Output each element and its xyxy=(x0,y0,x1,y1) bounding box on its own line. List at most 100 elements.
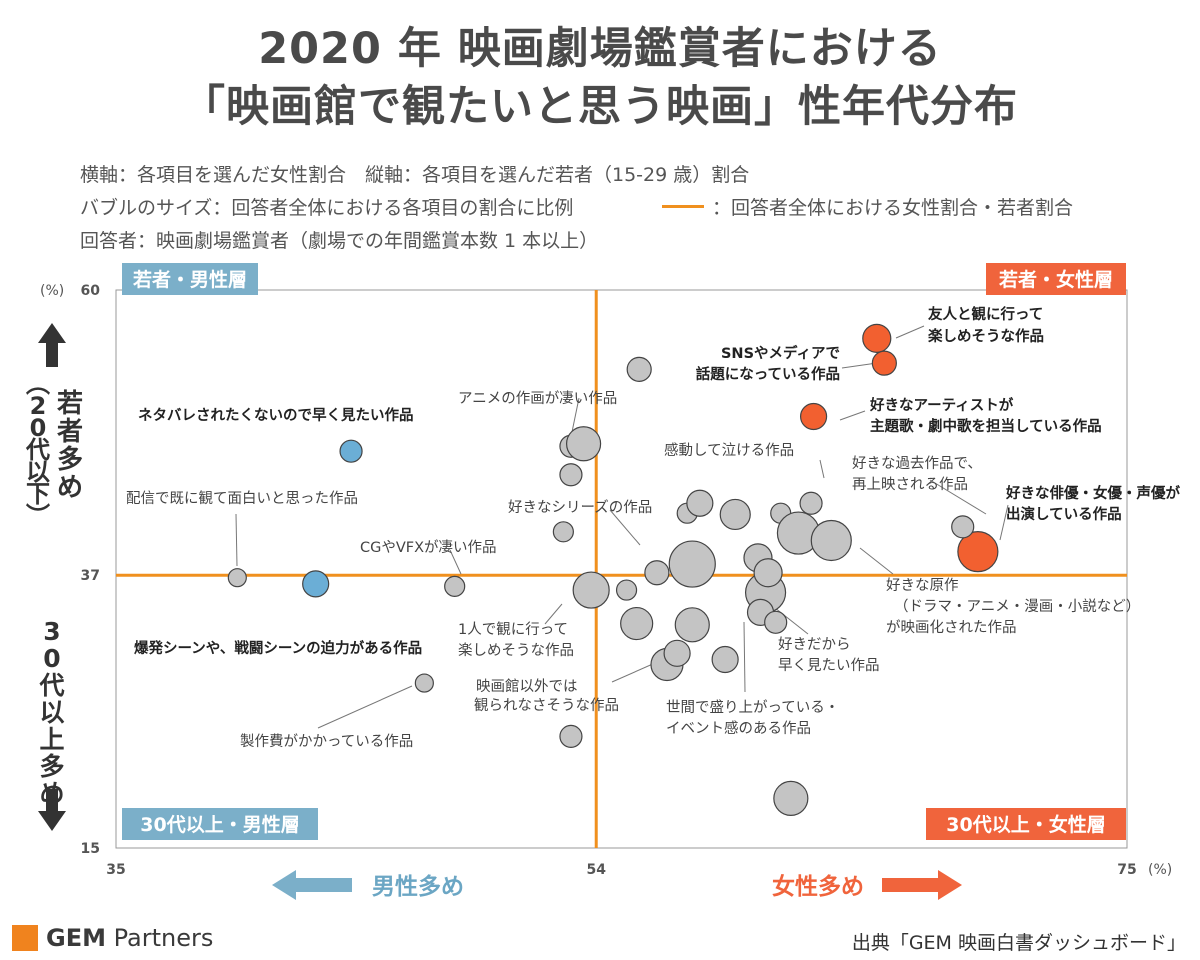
annotation-spoiler: ネタバレされたくないので早く見たい作品 xyxy=(138,406,414,424)
bubble-red xyxy=(957,531,999,573)
y-axis-label-older-char: 代 xyxy=(38,671,64,700)
chart-title-line1: 2020 年 映画劇場鑑賞者における xyxy=(258,24,942,74)
arrow-right-icon xyxy=(882,870,962,900)
y-axis-label-older-char: 多 xyxy=(39,752,64,781)
annotation-like: 好きだから xyxy=(778,636,851,653)
y-axis-label-young-paren-char: 2 xyxy=(30,392,47,420)
annotation-artist: 好きなアーティストが xyxy=(869,396,1014,414)
y-axis-label-young-paren-char: ︵ xyxy=(26,370,50,398)
bubble-gray xyxy=(552,521,574,543)
annotation-rerun: 再上映される作品 xyxy=(852,476,968,493)
annotation-sns: SNSやメディアで xyxy=(721,344,840,362)
annotation-rerun: 好きな過去作品で、 xyxy=(852,455,982,472)
bubble-red xyxy=(799,402,828,431)
annotation-stream: 配信で既に観て面白いと思った作品 xyxy=(126,490,358,507)
bubble-gray xyxy=(444,575,466,597)
x-tick-label: 75 xyxy=(1117,862,1136,878)
bubble-gray xyxy=(414,673,434,693)
bubble-gray xyxy=(227,568,247,588)
y-axis-label-older-char: 以 xyxy=(39,698,64,727)
x-tick-label: 54 xyxy=(586,862,606,878)
quadrant-older-female: 30代以上・女性層 xyxy=(946,813,1105,836)
bubble-gray xyxy=(559,463,583,487)
annotation-series: 好きなシリーズの作品 xyxy=(508,499,652,516)
leader-line xyxy=(235,513,238,567)
annotation-friends: 友人と観に行って xyxy=(928,305,1043,323)
bubble-gray xyxy=(753,558,783,588)
leader-line xyxy=(571,397,580,433)
annotation-alone: 1人で観に行って xyxy=(458,621,568,638)
annotation-cry: 感動して泣ける作品 xyxy=(664,442,794,459)
x-unit-label: (%) xyxy=(1148,862,1172,878)
quadrant-young-male: 若者・男性層 xyxy=(133,268,247,291)
quadrant-young-male-box xyxy=(122,263,258,295)
bubble-gray xyxy=(719,498,751,531)
leader-line xyxy=(895,325,925,339)
annotation-theater: 観られなさそうな作品 xyxy=(474,697,619,714)
annotation-alone: 楽しめそうな作品 xyxy=(458,642,574,659)
bubble-gray xyxy=(572,571,610,609)
annotation-cg: CGやVFXが凄い作品 xyxy=(360,539,497,556)
quadrant-young-female: 若者・女性層 xyxy=(999,268,1113,291)
logo-text: GEM Partners xyxy=(46,924,214,952)
bubble-gray xyxy=(644,560,670,586)
bubble-red xyxy=(862,323,892,353)
note-respondents: 回答者：映画劇場鑑賞者（劇場での年間鑑賞本数 1 本以上） xyxy=(80,230,599,252)
x-axis-label-female: 女性多め xyxy=(772,873,864,900)
bubble-gray xyxy=(686,489,714,517)
annotation-event: 世間で盛り上がっている・ xyxy=(666,699,839,716)
bubble-gray xyxy=(764,610,788,634)
bubble-gray xyxy=(626,356,652,382)
bubble-gray xyxy=(559,724,583,749)
leader-line xyxy=(929,479,987,515)
bubble-gray xyxy=(951,515,975,539)
annotation-original: （ドラマ・アニメ・漫画・小説など） xyxy=(894,598,1140,615)
quadrant-older-male: 30代以上・男性層 xyxy=(140,813,299,836)
quadrant-young-female-box xyxy=(986,263,1126,295)
y-tick-label: 37 xyxy=(81,568,100,584)
arrow-left-icon xyxy=(272,870,352,900)
leader-line xyxy=(449,549,462,575)
bubble-gray xyxy=(773,780,809,817)
bubble-gray xyxy=(663,639,691,667)
y-axis-label-young-char: 者 xyxy=(57,417,83,447)
arrow-up-icon xyxy=(38,323,66,367)
bubble-gray xyxy=(620,606,654,641)
bubble-gray xyxy=(810,519,852,562)
y-axis-label-young-paren-char: ︶ xyxy=(26,502,50,530)
annotation-artist: 主題歌・劇中歌を担当している作品 xyxy=(870,417,1102,435)
y-axis-label-young-paren-char: 下 xyxy=(26,480,50,508)
annotation-event: イベント感のある作品 xyxy=(666,720,811,737)
chart-title-line2: 「映画館で観たいと思う映画」性年代分布 xyxy=(182,82,1018,132)
x-tick-label: 35 xyxy=(106,862,125,878)
y-axis-label-older-char: 3 xyxy=(43,617,60,646)
leader-line xyxy=(859,547,894,575)
annotation-explosion: 爆発シーンや、戦闘シーンの迫力がある作品 xyxy=(134,639,422,657)
leader-line xyxy=(839,410,866,421)
y-axis-label-young-paren-char: 代 xyxy=(25,436,50,464)
y-axis-label-older-char: 0 xyxy=(43,644,60,673)
y-tick-label: 15 xyxy=(81,841,100,857)
annotation-actor: 出演している作品 xyxy=(1006,505,1122,523)
leader-line xyxy=(819,459,825,479)
bubble-gray xyxy=(674,607,710,643)
y-unit-label: (%) xyxy=(40,283,64,299)
y-axis-label-older-char: め xyxy=(39,779,64,808)
leader-line xyxy=(609,509,641,546)
bubble-blue xyxy=(339,439,363,463)
y-axis-label-older-char: 上 xyxy=(39,725,64,754)
y-axis-label-young-char: 若 xyxy=(57,389,83,419)
y-axis-label-young-char: め xyxy=(57,473,83,503)
logo-square-icon xyxy=(12,925,38,951)
annotation-like: 早く見たい作品 xyxy=(778,657,880,674)
bubble-red xyxy=(871,350,897,376)
bubble-blue xyxy=(302,570,330,598)
source-note: 出典「GEM 映画白書ダッシュボード」 xyxy=(851,932,1186,954)
y-axis-label-young-paren-char: 以 xyxy=(26,458,50,486)
note-bubble-size: バブルのサイズ：回答者全体における各項目の割合に比例 xyxy=(80,197,574,219)
annotation-original: 好きな原作 xyxy=(886,577,959,594)
x-axis-label-male: 男性多め xyxy=(372,873,464,900)
annotation-budget: 製作費がかかっている作品 xyxy=(240,733,413,750)
leader-line xyxy=(743,621,746,693)
